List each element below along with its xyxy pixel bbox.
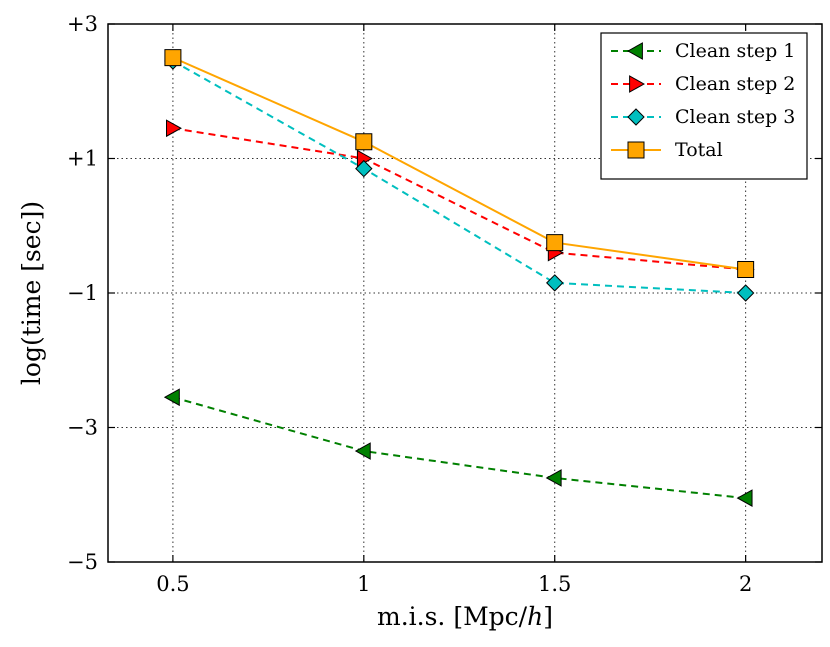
x-tick-label: 2 [739,572,752,596]
data-point-clean-step-1 [736,489,753,507]
data-point-clean-step-2 [166,119,182,138]
y-tick-label: +1 [67,147,98,171]
legend-label: Clean step 2 [675,73,795,95]
y-tick-label: +3 [67,12,98,36]
series-layer [163,49,755,507]
data-point-clean-step-1 [163,388,180,407]
data-point-clean-step-3 [355,159,373,178]
legend-label: Clean step 3 [675,106,795,128]
ticks: 0.5 1 1.5 2 +3 +1 −1 −3 −5 [67,12,822,596]
x-tick-label: 0.5 [156,572,189,596]
legend-item-total: Total [611,139,723,161]
data-point-total [164,49,182,67]
data-point-clean-step-1 [354,442,371,460]
x-tick-label: 1.5 [538,572,571,596]
series-line-clean-step-3 [172,60,746,294]
y-axis-label: log(time [sec]) [17,201,46,385]
legend-marker [629,75,646,93]
series-line-clean-step-2 [172,127,746,271]
series-total [164,49,755,278]
y-tick-label: −3 [67,416,98,440]
legend-label: Total [675,139,723,161]
legend-marker [626,42,643,60]
data-point-total [546,234,564,252]
series-line-clean-step-1 [172,396,746,500]
x-axis-label-text: m.i.s. [Mpc/ [377,602,528,631]
x-tick-label: 1 [357,572,370,596]
legend-item-clean-step-2: Clean step 2 [611,73,795,95]
y-tick-label: −1 [67,281,98,305]
x-axis-label-suffix: ] [543,602,553,631]
data-point-clean-step-1 [545,469,562,487]
data-point-clean-step-3 [736,284,755,302]
data-point-total [737,260,755,278]
legend-item-clean-step-1: Clean step 1 [611,40,795,62]
series-line-total [172,56,746,271]
data-point-clean-step-3 [546,274,564,292]
legend-label: Clean step 1 [675,40,795,62]
y-tick-label: −5 [67,550,98,574]
legend-marker [627,108,645,126]
legend-item-clean-step-3: Clean step 3 [611,106,795,128]
x-axis-label: m.i.s. [Mpc/h] [377,602,553,631]
x-axis-label-italic: h [527,602,543,631]
series-clean-step-1 [163,388,753,507]
legend: Clean step 1 Clean step 2 Clean step 3 Tota… [600,32,808,180]
legend-marker [627,141,645,159]
data-point-total [355,133,373,151]
